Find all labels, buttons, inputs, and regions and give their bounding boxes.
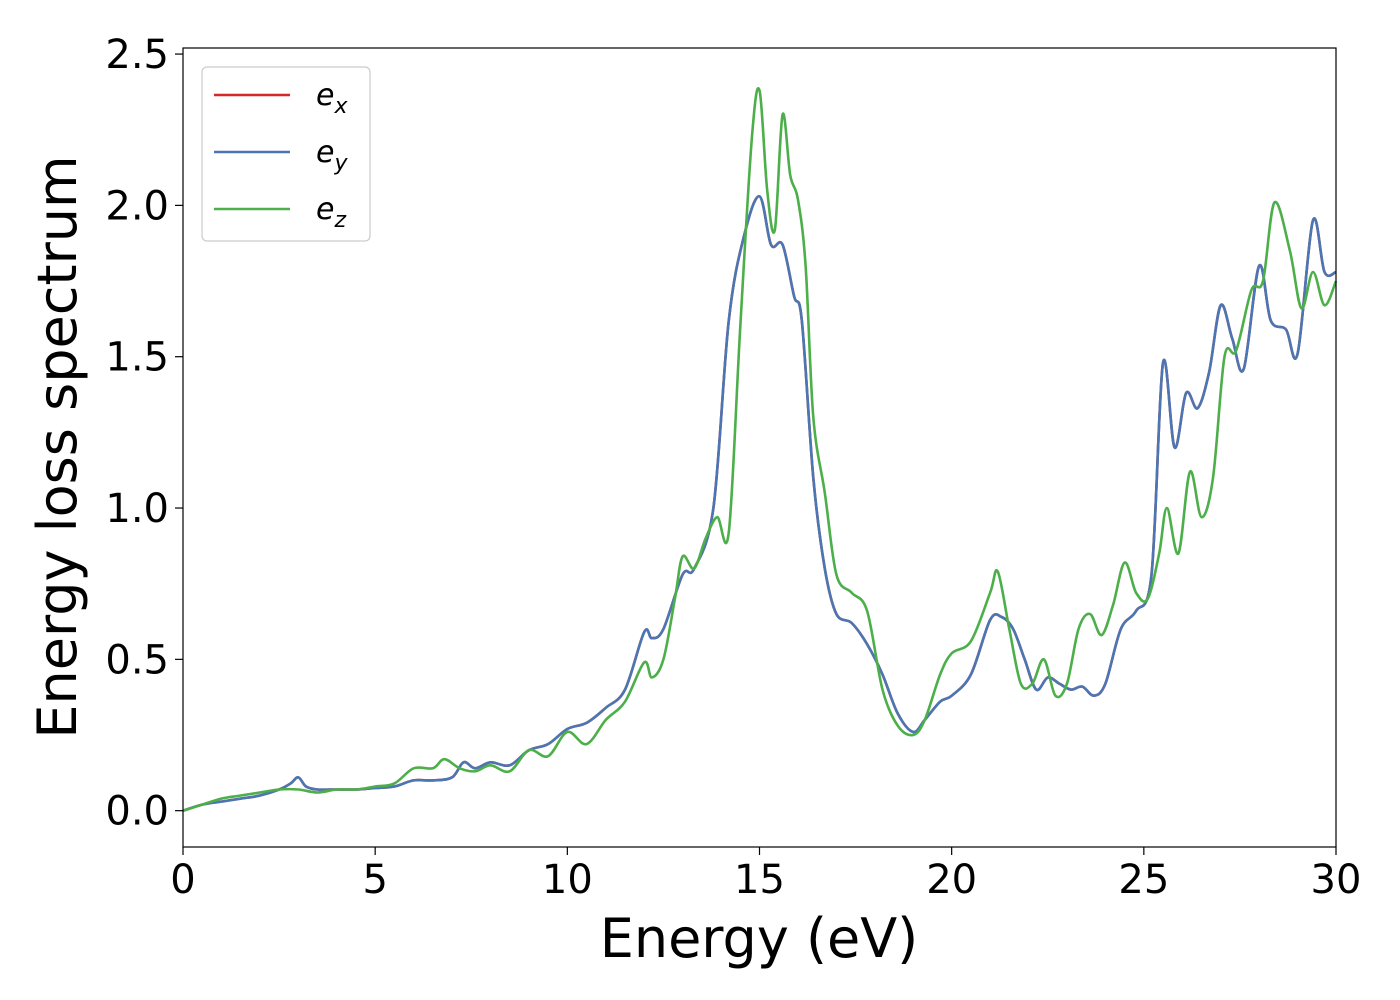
series-lines xyxy=(182,87,1338,812)
y-tick-label: 2.5 xyxy=(105,32,169,78)
x-axis-ticks: 0 5 10 15 20 25 30 xyxy=(170,847,1361,903)
y-tick-label: 0.5 xyxy=(105,637,169,683)
x-tick-label: 10 xyxy=(542,857,593,903)
y-axis-ticks: 0.0 0.5 1.0 1.5 2.0 2.5 xyxy=(105,32,183,835)
series-line-ez xyxy=(182,87,1338,812)
series-line-ey xyxy=(182,195,1337,812)
y-tick-label: 1.0 xyxy=(105,486,169,532)
x-axis-title: Energy (eV) xyxy=(600,907,919,970)
y-tick-label: 1.5 xyxy=(105,335,169,381)
x-tick-label: 20 xyxy=(926,857,977,903)
y-axis-title: Energy loss spectrum xyxy=(26,155,89,738)
y-tick-label: 2.0 xyxy=(105,183,169,229)
x-tick-label: 15 xyxy=(734,857,785,903)
x-tick-label: 0 xyxy=(170,857,195,903)
y-tick-label: 0.0 xyxy=(105,789,169,835)
x-tick-label: 30 xyxy=(1311,857,1362,903)
x-tick-label: 5 xyxy=(362,857,387,903)
x-tick-label: 25 xyxy=(1118,857,1169,903)
legend-box xyxy=(201,66,371,242)
